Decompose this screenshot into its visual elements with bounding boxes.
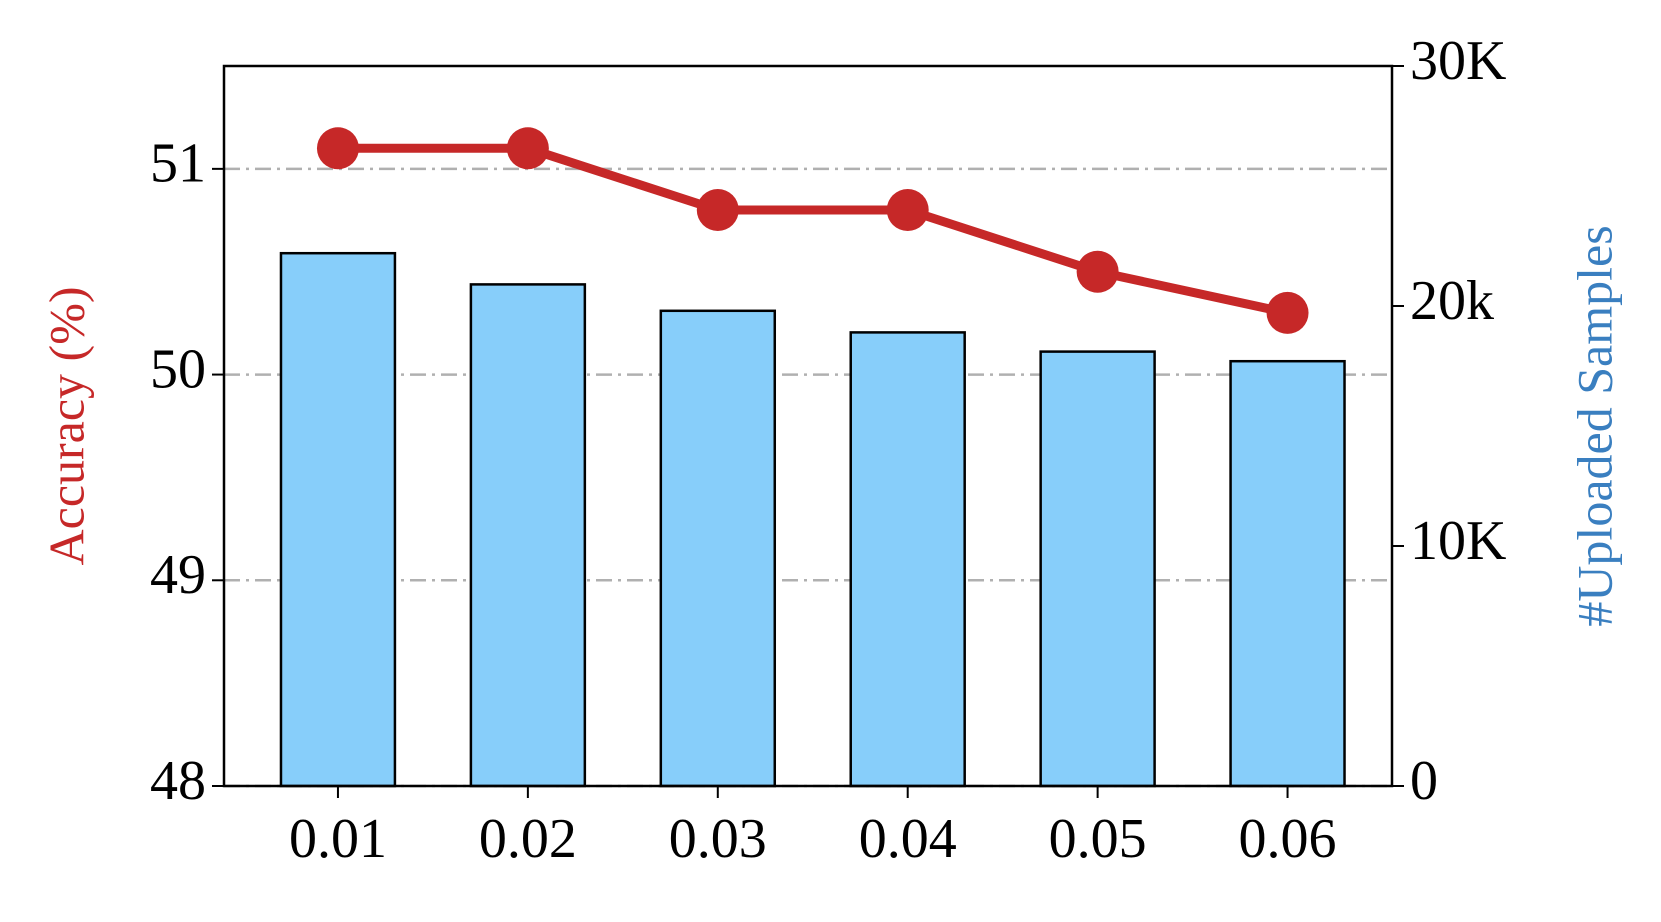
y2-tick-label: 10K <box>1410 510 1506 572</box>
marker <box>316 127 359 170</box>
x-tick-label: 0.06 <box>1239 808 1337 870</box>
marker <box>696 189 739 231</box>
bar <box>1229 359 1346 788</box>
bar <box>469 283 587 788</box>
y-tick-label: 51 <box>150 133 206 195</box>
y-tick-label: 50 <box>150 338 206 400</box>
bar <box>279 251 397 788</box>
plot-frame <box>222 64 1394 788</box>
y2-tick-label: 20k <box>1410 270 1494 332</box>
marker <box>1076 250 1119 293</box>
line <box>337 143 1289 318</box>
marker <box>886 189 929 231</box>
bar <box>1039 350 1156 788</box>
x-tick-label: 0.01 <box>289 808 387 870</box>
x-tick-label: 0.03 <box>669 808 767 870</box>
y2-tick-label: 30K <box>1410 30 1506 92</box>
x-tick-label: 0.05 <box>1049 808 1147 870</box>
bar <box>659 309 777 788</box>
y-tick-label: 48 <box>150 750 206 812</box>
x-tick-label: 0.02 <box>479 808 577 870</box>
y-tick-label: 49 <box>150 544 206 606</box>
bar <box>849 331 966 788</box>
y-axis-label: Accuracy (%) <box>38 287 94 566</box>
marker <box>1266 291 1309 334</box>
x-tick-label: 0.04 <box>859 808 957 870</box>
y2-axis-label: #Uploaded Samples <box>1566 225 1622 626</box>
marker <box>506 127 549 170</box>
y2-tick-label: 0 <box>1410 750 1438 812</box>
